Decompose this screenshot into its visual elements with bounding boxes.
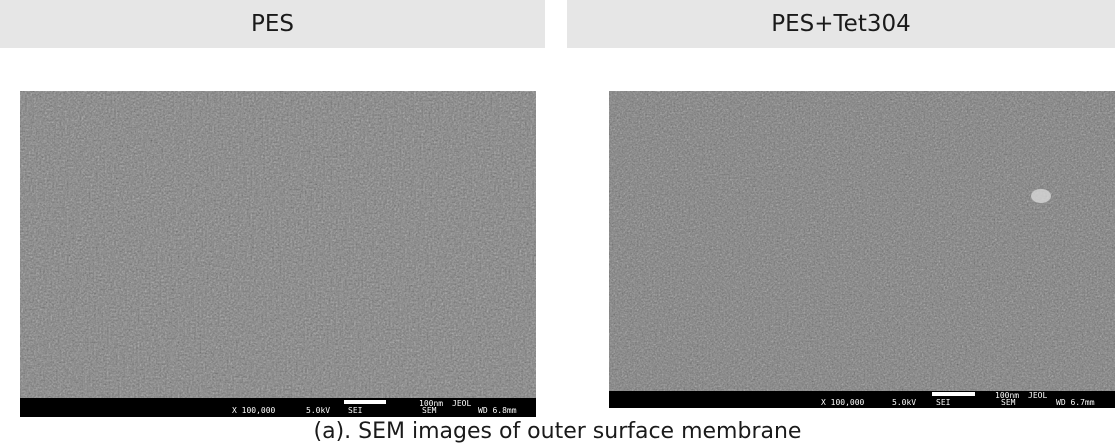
mode-label: SEM: [1001, 398, 1016, 407]
scale-bar-line: [932, 392, 975, 396]
voltage: 5.0kV: [892, 398, 917, 407]
sem-texture: [20, 91, 536, 417]
sem-texture: [609, 91, 1115, 408]
panel-title-pes: PES: [0, 0, 545, 48]
scale-label: 100nm: [419, 399, 444, 408]
sem-image-pes-tet304: 100nm JEOL X 100,000 5.0kV SEI SEM WD 6.…: [609, 91, 1115, 408]
sem-image-pes: 100nm JEOL X 100,000 5.0kV SEI SEM WD 6.…: [20, 91, 536, 417]
voltage: 5.0kV: [306, 406, 331, 415]
working-distance: WD 6.7mm: [1056, 398, 1095, 407]
brand-label: JEOL: [1028, 391, 1048, 400]
panel-title-text: PES+Tet304: [771, 11, 911, 37]
figure-caption: (a). SEM images of outer surface membran…: [313, 419, 802, 444]
mode-label: SEM: [422, 406, 437, 415]
sem-info-bar: 100nm JEOL X 100,000 5.0kV SEI SEM WD 6.…: [20, 398, 536, 417]
detector: SEI: [348, 406, 363, 415]
panel-title-text: PES: [250, 11, 294, 37]
magnification: X 100,000: [821, 398, 865, 407]
magnification: X 100,000: [232, 406, 276, 415]
sem-info-bar: 100nm JEOL X 100,000 5.0kV SEI SEM WD 6.…: [609, 391, 1115, 408]
detector: SEI: [936, 398, 951, 407]
brand-label: JEOL: [452, 399, 472, 408]
panel-title-pes-tet304: PES+Tet304: [567, 0, 1115, 48]
scale-label: 100nm: [995, 391, 1020, 400]
working-distance: WD 6.8mm: [478, 406, 517, 415]
scale-bar-line: [344, 400, 386, 404]
